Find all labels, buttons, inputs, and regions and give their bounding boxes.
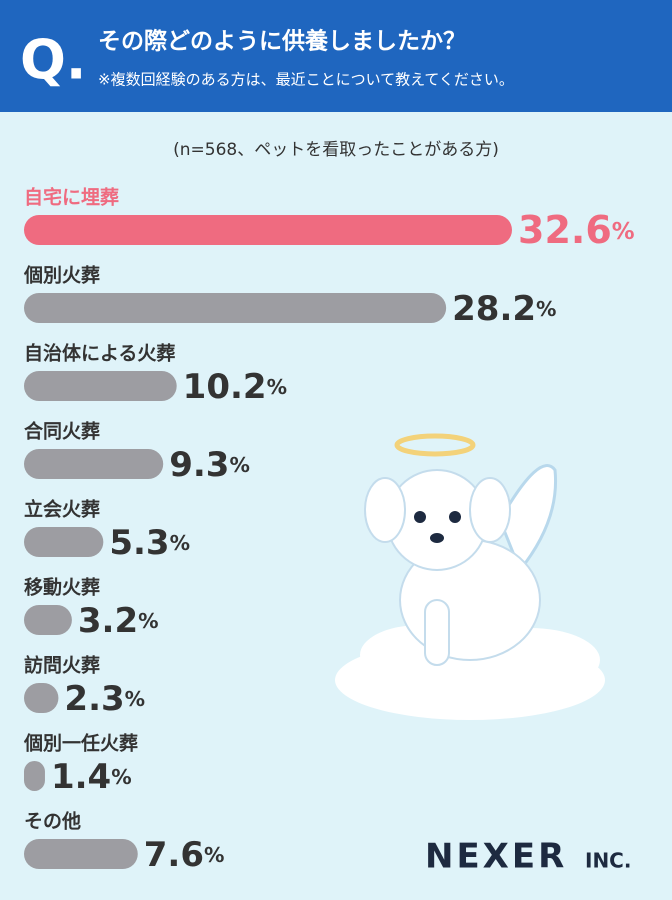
- category-label: 自宅に埋葬: [24, 186, 119, 209]
- value-label: 3.2%: [78, 601, 159, 641]
- value-unit: %: [125, 687, 145, 711]
- subtitle: ※複数回経験のある方は、最近ことについて教えてください。: [98, 71, 514, 89]
- category-label: その他: [24, 810, 81, 833]
- value-label: 32.6%: [518, 208, 635, 252]
- value-unit: %: [170, 531, 190, 555]
- logo-name: NEXER: [425, 837, 567, 877]
- category-label: 個別一任火葬: [23, 732, 138, 755]
- header: [0, 0, 672, 112]
- value-unit: %: [267, 375, 287, 399]
- value-label: 28.2%: [452, 289, 556, 329]
- value-unit: %: [536, 297, 556, 321]
- value-number: 9.3: [169, 445, 229, 485]
- value-unit: %: [229, 453, 249, 477]
- value-number: 10.2: [183, 367, 267, 407]
- bar: [24, 527, 104, 557]
- q-mark: Q.: [20, 29, 86, 92]
- bar: [24, 839, 138, 869]
- value-number: 32.6: [518, 208, 612, 252]
- dog-illustration: [335, 433, 605, 720]
- bar: [24, 293, 447, 323]
- category-label: 合同火葬: [24, 420, 100, 443]
- value-number: 5.3: [109, 523, 169, 563]
- logo-suffix: INC.: [585, 849, 631, 873]
- value-label: 5.3%: [109, 523, 190, 563]
- title: その際どのように供養しましたか？: [98, 28, 466, 55]
- value-unit: %: [111, 765, 131, 789]
- category-label: 個別火葬: [23, 264, 100, 287]
- bar: [24, 371, 177, 401]
- bar: [24, 761, 45, 791]
- bar: [24, 605, 72, 635]
- value-label: 10.2%: [183, 367, 287, 407]
- bar: [24, 449, 164, 479]
- category-label: 自治体による火葬: [24, 342, 175, 365]
- value-number: 7.6: [144, 835, 204, 875]
- value-label: 1.4%: [51, 757, 132, 797]
- bar: [24, 683, 59, 713]
- category-label: 訪問火葬: [24, 654, 100, 677]
- category-label: 移動火葬: [24, 576, 100, 599]
- note: (n=568、ペットを看取ったことがある方): [173, 140, 499, 160]
- value-unit: %: [612, 219, 635, 245]
- category-label: 立会火葬: [24, 498, 100, 521]
- value-label: 2.3%: [64, 679, 145, 719]
- value-number: 1.4: [51, 757, 111, 797]
- bar: [24, 215, 512, 245]
- value-number: 3.2: [78, 601, 138, 641]
- value-label: 9.3%: [169, 445, 250, 485]
- value-unit: %: [138, 609, 158, 633]
- value-unit: %: [204, 843, 224, 867]
- value-label: 7.6%: [144, 835, 225, 875]
- value-number: 2.3: [64, 679, 124, 719]
- value-number: 28.2: [452, 289, 536, 329]
